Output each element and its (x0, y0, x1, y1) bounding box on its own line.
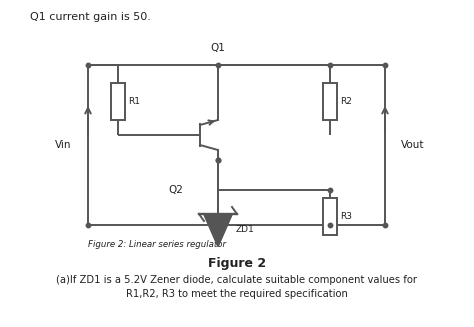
Text: R1: R1 (128, 97, 140, 106)
Text: Q1: Q1 (210, 43, 226, 53)
Text: R2: R2 (340, 97, 352, 106)
Bar (323, 198, 337, 235)
Bar (111, 83, 125, 120)
Text: (a)If ZD1 is a 5.2V Zener diode, calculate suitable component values for: (a)If ZD1 is a 5.2V Zener diode, calcula… (56, 275, 418, 285)
Text: Figure 2: Figure 2 (208, 257, 266, 270)
Text: R1,R2, R3 to meet the required specification: R1,R2, R3 to meet the required specifica… (126, 289, 348, 299)
Text: Figure 2: Linear series regulator: Figure 2: Linear series regulator (88, 240, 226, 249)
Polygon shape (204, 214, 232, 246)
Text: ZD1: ZD1 (236, 226, 255, 234)
Text: Q1 current gain is 50.: Q1 current gain is 50. (30, 12, 151, 22)
Text: R3: R3 (340, 212, 352, 221)
Text: Vout: Vout (401, 140, 425, 150)
Text: Q2: Q2 (169, 185, 183, 195)
Bar (323, 83, 337, 120)
Text: Vin: Vin (55, 140, 71, 150)
